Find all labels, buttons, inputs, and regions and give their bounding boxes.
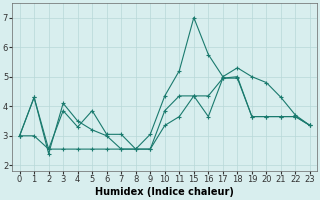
X-axis label: Humidex (Indice chaleur): Humidex (Indice chaleur) xyxy=(95,187,234,197)
